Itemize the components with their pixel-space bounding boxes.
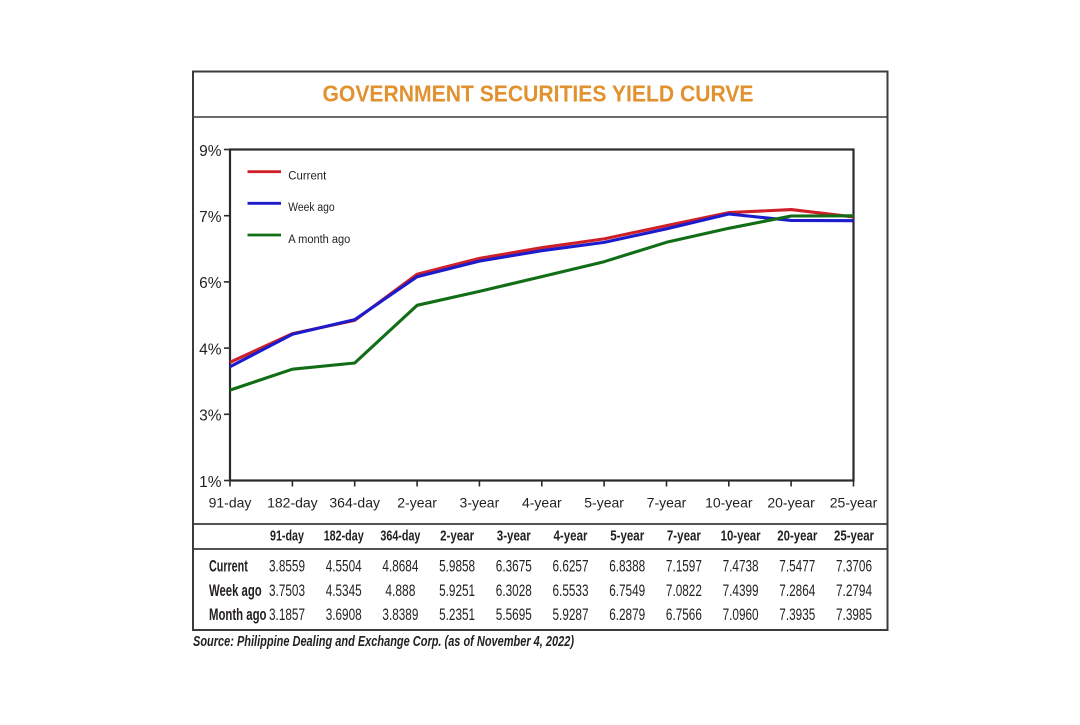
svg-text:4-year: 4-year [522, 495, 562, 511]
svg-text:Month ago: Month ago [209, 605, 267, 624]
svg-text:5.2351: 5.2351 [439, 606, 475, 624]
svg-text:10-year: 10-year [721, 528, 761, 545]
svg-text:3-year: 3-year [497, 528, 531, 545]
svg-text:Week ago: Week ago [288, 202, 334, 214]
svg-text:6.2879: 6.2879 [609, 606, 645, 624]
svg-text:7-year: 7-year [667, 528, 701, 545]
svg-text:9%: 9% [199, 143, 222, 160]
svg-text:4%: 4% [199, 341, 222, 358]
svg-text:7.1597: 7.1597 [666, 558, 702, 576]
svg-text:7-year: 7-year [647, 495, 687, 511]
svg-text:6.5533: 6.5533 [553, 582, 589, 600]
svg-text:25-year: 25-year [834, 528, 874, 545]
svg-text:364-day: 364-day [329, 495, 380, 511]
svg-text:5.5695: 5.5695 [496, 606, 532, 624]
svg-text:4-year: 4-year [554, 528, 588, 545]
svg-text:1%: 1% [199, 474, 222, 491]
svg-text:GOVERNMENT SECURITIES YIELD CU: GOVERNMENT SECURITIES YIELD CURVE [323, 81, 754, 107]
svg-text:4.888: 4.888 [385, 582, 415, 600]
svg-text:6.3028: 6.3028 [496, 582, 532, 600]
svg-text:3%: 3% [199, 408, 222, 425]
svg-text:91-day: 91-day [270, 528, 304, 545]
svg-text:Current: Current [288, 171, 327, 183]
svg-text:6.7566: 6.7566 [666, 606, 702, 624]
svg-text:Source: Philippine Dealing and: Source: Philippine Dealing and Exchange … [193, 634, 574, 650]
svg-text:6%: 6% [199, 275, 222, 292]
svg-text:6.6257: 6.6257 [553, 558, 589, 576]
svg-text:5.9251: 5.9251 [439, 582, 475, 600]
svg-text:4.5504: 4.5504 [326, 558, 362, 576]
svg-text:6.3675: 6.3675 [496, 558, 532, 576]
svg-text:182-day: 182-day [324, 528, 364, 545]
svg-text:6.8388: 6.8388 [609, 558, 645, 576]
svg-text:7.0960: 7.0960 [723, 606, 759, 624]
svg-text:3.7503: 3.7503 [269, 582, 305, 600]
svg-text:364-day: 364-day [380, 528, 420, 545]
svg-text:7.3935: 7.3935 [779, 606, 815, 624]
svg-text:182-day: 182-day [267, 495, 318, 511]
svg-text:Current: Current [209, 557, 248, 576]
svg-text:20-year: 20-year [777, 528, 817, 545]
svg-text:2-year: 2-year [397, 495, 437, 511]
svg-text:7.0822: 7.0822 [666, 582, 702, 600]
svg-text:3.6908: 3.6908 [326, 606, 362, 624]
svg-text:Week ago: Week ago [209, 581, 262, 600]
svg-text:5.9858: 5.9858 [439, 558, 475, 576]
svg-text:3.1857: 3.1857 [269, 606, 305, 624]
svg-text:3-year: 3-year [460, 495, 500, 511]
svg-text:6.7549: 6.7549 [609, 582, 645, 600]
svg-text:5.9287: 5.9287 [553, 606, 589, 624]
svg-text:7.4738: 7.4738 [723, 558, 759, 576]
svg-text:7.5477: 7.5477 [779, 558, 815, 576]
svg-text:25-year: 25-year [830, 495, 878, 511]
svg-text:A month ago: A month ago [288, 234, 350, 246]
svg-text:10-year: 10-year [705, 495, 753, 511]
svg-text:7.3706: 7.3706 [836, 558, 872, 576]
svg-text:7.4399: 7.4399 [723, 582, 759, 600]
svg-text:20-year: 20-year [767, 495, 815, 511]
svg-text:4.5345: 4.5345 [326, 582, 362, 600]
svg-text:7.2794: 7.2794 [836, 582, 872, 600]
svg-text:7.3985: 7.3985 [836, 606, 872, 624]
svg-text:3.8389: 3.8389 [382, 606, 418, 624]
svg-text:5-year: 5-year [584, 495, 624, 511]
svg-text:5-year: 5-year [610, 528, 644, 545]
svg-text:7.2864: 7.2864 [779, 582, 815, 600]
svg-text:7%: 7% [199, 209, 222, 226]
svg-text:4.8684: 4.8684 [382, 558, 418, 576]
svg-text:3.8559: 3.8559 [269, 558, 305, 576]
svg-text:91-day: 91-day [209, 495, 252, 511]
svg-text:2-year: 2-year [440, 528, 474, 545]
